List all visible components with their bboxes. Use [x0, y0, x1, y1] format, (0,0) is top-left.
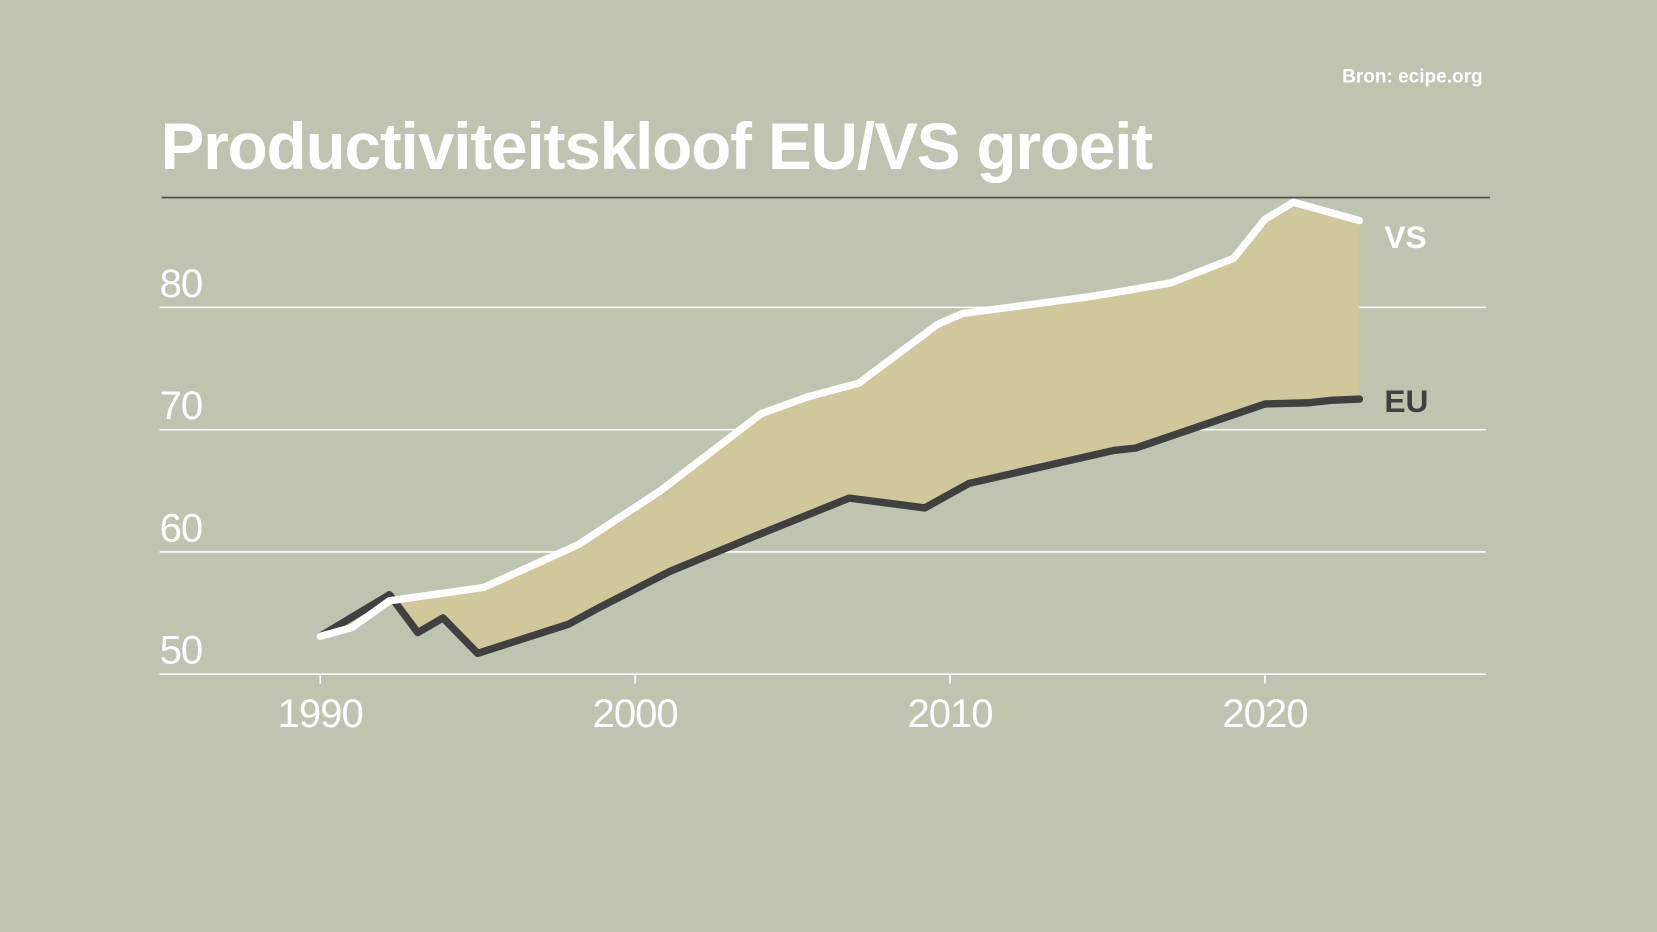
x-tick-label: 2010	[907, 691, 992, 736]
y-tick-label: 60	[160, 505, 203, 550]
y-tick-label: 50	[160, 628, 203, 673]
series-line-vs	[316, 198, 1364, 640]
gap-area	[389, 202, 1360, 654]
x-tick-label: 1990	[278, 691, 363, 736]
series-label-eu: EU	[1384, 383, 1428, 419]
series-label-vs: VS	[1384, 219, 1426, 255]
y-tick-label: 80	[160, 261, 203, 306]
x-tick-label: 2000	[593, 691, 678, 736]
y-tick-label: 70	[160, 383, 203, 428]
chart-title: Productiviteitskloof EU/VS groeit	[161, 110, 1154, 183]
x-tick-label: 2020	[1222, 691, 1307, 736]
source-label: Bron: ecipe.org	[1342, 66, 1483, 87]
series-line-eu	[316, 395, 1364, 658]
